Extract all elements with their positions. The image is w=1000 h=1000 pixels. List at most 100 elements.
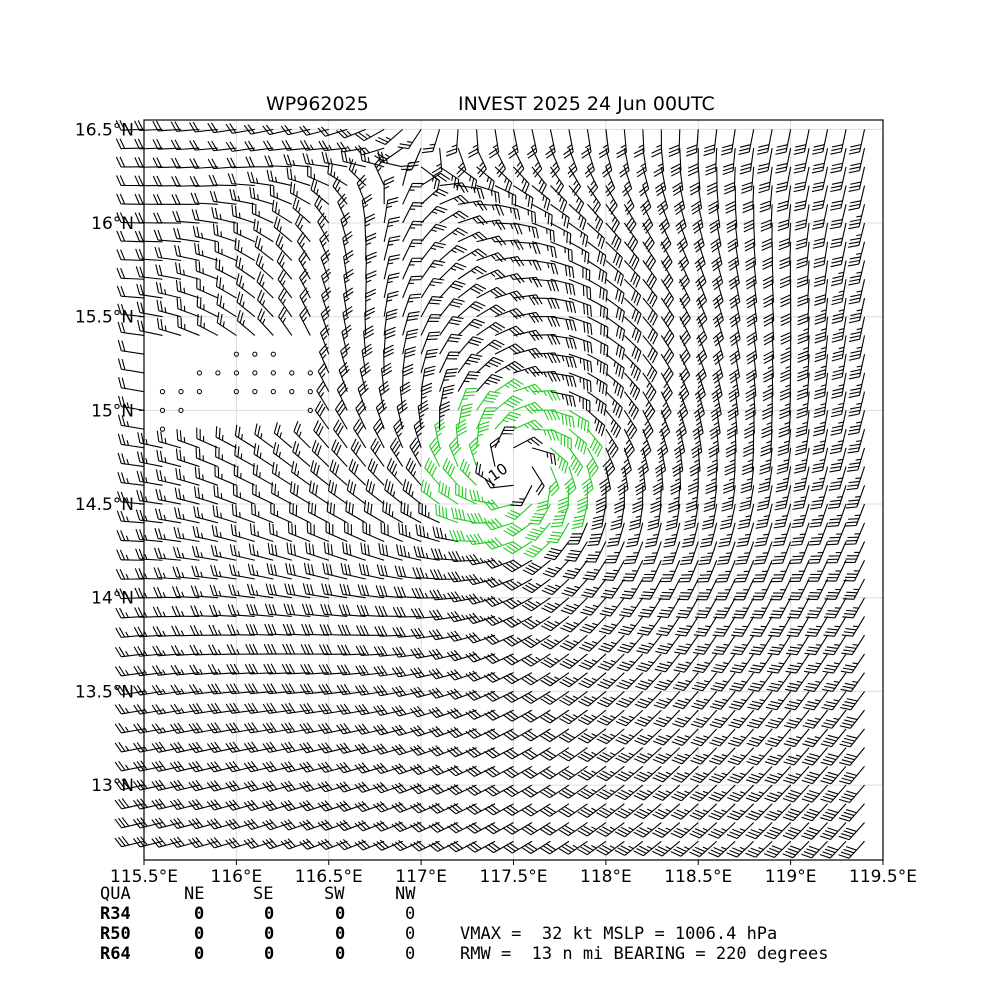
wind-barb [768, 616, 792, 637]
wind-barb [117, 339, 145, 355]
wind-barb [814, 297, 829, 325]
wind-barb [277, 269, 293, 299]
wind-barb [494, 426, 516, 449]
wind-barb [393, 418, 405, 449]
wind-barb [303, 562, 329, 580]
wind-barb [378, 543, 403, 561]
col-sw: SW [324, 884, 345, 904]
wind-barb [215, 257, 237, 280]
wind-barb [562, 559, 588, 580]
wind-barb [439, 298, 465, 318]
wind-barb [410, 840, 440, 852]
wind-barb [134, 157, 163, 168]
wind-barb [372, 762, 403, 775]
wind-barb [763, 279, 775, 308]
wind-barb [677, 578, 699, 601]
wind-barb [754, 522, 773, 547]
wind-barb [749, 634, 773, 656]
wind-barb [654, 653, 681, 673]
wind-barb [708, 803, 736, 821]
wind-barb [839, 728, 865, 748]
wind-barb [262, 741, 292, 753]
wind-barb [428, 726, 459, 738]
wind-barb [409, 744, 440, 756]
wind-barb [196, 295, 219, 318]
wind-barb [502, 634, 533, 647]
wind-barb [468, 129, 479, 159]
wind-barb [619, 147, 630, 178]
wind-barb [745, 354, 757, 384]
wind-barb [476, 390, 501, 411]
wind-barb [494, 222, 523, 235]
wind-barb [782, 840, 810, 859]
wind-barb [797, 279, 810, 307]
wind-barb [262, 722, 292, 734]
wind-barb [564, 466, 577, 497]
wind-barb [671, 747, 699, 765]
wind-barb [298, 250, 311, 280]
wind-barb [707, 840, 736, 858]
wind-barb [360, 542, 385, 561]
wind-barb [658, 410, 671, 441]
wind-barb [420, 241, 446, 261]
wind-barb [494, 273, 525, 284]
wind-barb [345, 500, 366, 524]
wind-barb [193, 506, 219, 524]
wind-barb [653, 148, 665, 177]
wind-barb [116, 530, 145, 543]
wind-barb [727, 728, 755, 747]
wind-barb [820, 765, 847, 785]
wind-barb [673, 185, 686, 215]
wind-barb [344, 521, 366, 543]
wind-barb [658, 578, 681, 601]
wind-barb [786, 616, 810, 637]
wind-barb [216, 311, 237, 336]
wind-barb [489, 437, 501, 467]
wind-barb [367, 458, 385, 486]
wind-barb [285, 562, 311, 580]
wind-barb [830, 129, 847, 155]
wind-barb [605, 316, 626, 341]
chart-title-time: INVEST 2025 24 Jun 00UTC [458, 93, 715, 115]
wind-barb [504, 503, 533, 521]
wind-barb [262, 837, 292, 850]
wind-barb [802, 709, 829, 729]
wind-barb [448, 436, 462, 467]
wind-barb [172, 546, 200, 561]
wind-barb [845, 503, 866, 527]
wind-barb [653, 709, 681, 728]
wind-barb [679, 297, 691, 328]
wind-barb [502, 709, 533, 722]
wind-barb [292, 197, 311, 224]
wind-barb [331, 439, 348, 467]
wind-barb [188, 722, 219, 734]
wind-barb [709, 410, 721, 440]
wind-barb [521, 765, 551, 779]
wind-barb [253, 443, 274, 468]
wind-barb [409, 782, 440, 795]
wind-barb [229, 544, 255, 561]
wind-barb [383, 254, 401, 280]
wind-barb [578, 672, 607, 689]
wind-barb [337, 624, 366, 636]
wind-barb [264, 623, 292, 636]
wind-barb [691, 429, 703, 459]
wind-barb [116, 267, 145, 280]
wind-barb [767, 634, 792, 656]
wind-barb [386, 457, 404, 486]
wind-barb [439, 384, 455, 411]
wind-barb [151, 723, 182, 734]
wind-barb [840, 653, 865, 674]
wind-barb [650, 485, 662, 513]
wind-barb [712, 335, 724, 366]
wind-barb [728, 691, 755, 711]
wind-barb [714, 578, 736, 601]
wind-barb [775, 466, 792, 493]
wind-barb [174, 507, 200, 524]
wind-barb [299, 838, 329, 850]
wind-barb [656, 185, 669, 216]
wind-barb [448, 551, 477, 562]
wind-barb [244, 702, 274, 714]
wind-barb [523, 541, 551, 558]
